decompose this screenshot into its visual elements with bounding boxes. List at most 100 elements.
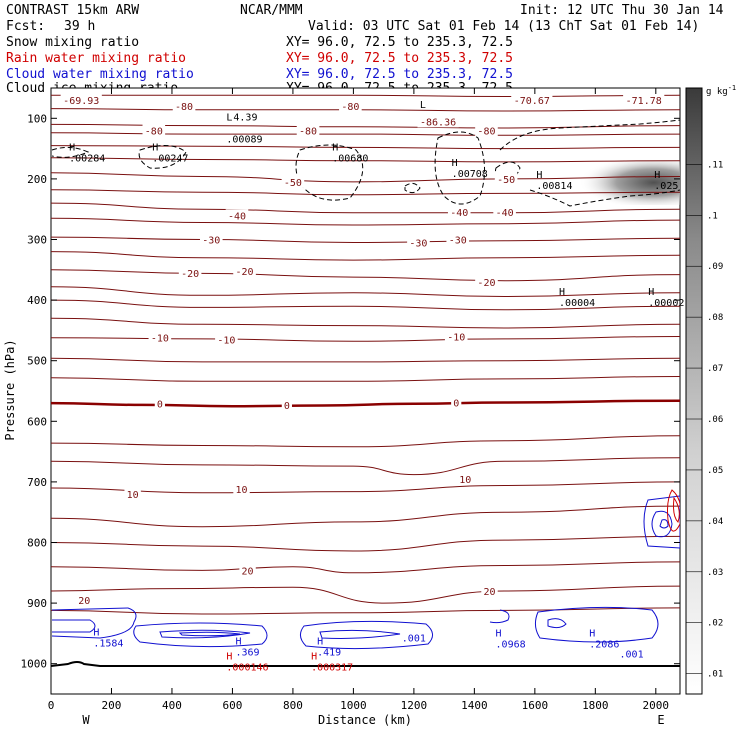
temperature-label: 20 [78, 596, 90, 607]
extremum-marker: L [420, 100, 426, 111]
x-tick-label: 1800 [582, 699, 609, 712]
cloud-ice-shading [560, 160, 680, 205]
temperature-label-bg [481, 584, 498, 597]
temperature-label: -40 [450, 208, 468, 219]
temperature-label-bg [225, 209, 249, 222]
temperature-label: -10 [151, 334, 169, 345]
legend-rain-xy: XY= 96.0, 72.5 to 235.3, 72.5 [286, 51, 513, 66]
temperature-label: -10 [447, 332, 465, 343]
extremum-value: .00814 [536, 181, 572, 192]
temperature-label: 20 [242, 566, 254, 577]
cloud-water-contours [51, 495, 680, 650]
rain-contour-1 [667, 489, 680, 532]
temperature-label: -69.93 [63, 96, 99, 107]
ice-contour-4 [434, 131, 485, 205]
x-tick-label: 1400 [461, 699, 488, 712]
temperature-label-bg [339, 100, 362, 113]
temperature-label: 0 [157, 400, 163, 411]
rain-contour-2 [673, 496, 680, 523]
fcst-label: Fcst: [6, 19, 45, 34]
isotherm-line [51, 172, 680, 183]
isotherm-line [51, 269, 680, 282]
isotherm-line [51, 286, 680, 298]
cw-contour-10 [547, 618, 567, 629]
temperature-label: -50 [497, 175, 515, 186]
temperature-label: -80 [299, 126, 317, 137]
ice-contour-3 [295, 144, 364, 201]
cw-contour-13 [659, 519, 669, 529]
temperature-label-bg [493, 206, 516, 219]
colorbar-tick-label: .11 [707, 160, 723, 170]
extremum-marker: H [311, 652, 317, 663]
isotherm-line [51, 299, 680, 311]
colorbar-tick-label: .07 [707, 364, 723, 374]
temperature-label: -30 [202, 236, 220, 247]
temperature-label: 10 [235, 485, 247, 496]
x-tick-label: 400 [162, 699, 182, 712]
cw-contour-4 [159, 629, 251, 639]
isotherm-line [51, 376, 680, 382]
temperature-label: 0 [453, 399, 459, 410]
extremum-value: .00680 [332, 154, 368, 165]
extremum-value: .1584 [93, 638, 123, 649]
colorbar-tick-label: .06 [707, 415, 723, 425]
isotherm-line [51, 535, 680, 552]
extremum-value: .000317 [311, 663, 353, 674]
fcst-value: 39 h [64, 19, 95, 34]
y-tick-label: 900 [27, 597, 47, 610]
extremum-marker: H [235, 637, 241, 648]
cw-contour-7 [319, 629, 401, 639]
temperature-label-bg [233, 483, 250, 496]
temperature-label: -86.36 [420, 117, 456, 128]
temperature-label: 10 [459, 475, 471, 486]
temperature-label: -71.78 [626, 96, 662, 107]
colorbar-tick-label: .02 [707, 619, 723, 629]
temperature-label-bg [475, 124, 498, 137]
extremum-value: .001 [402, 634, 426, 645]
extremum-value: .419 [317, 648, 341, 659]
axes: 0 200 400 600 800 1000 1200 1400 1600 1800 2000100… [21, 88, 680, 712]
terrain-line [51, 661, 680, 667]
temperature-label: -40 [496, 208, 514, 219]
init-time: Init: 12 UTC Thu 30 Jan 14 [520, 3, 724, 18]
cw-contour-2 [52, 619, 96, 633]
extremum-marker: H [332, 143, 338, 154]
y-tick-label: 1000 [21, 658, 48, 671]
isotherm-line [51, 317, 680, 329]
temperature-label-bg [281, 398, 292, 411]
temperature-label-bg [447, 206, 471, 219]
x-tick-label: 1200 [401, 699, 428, 712]
isotherm-line [51, 145, 680, 150]
extremum-value: .00247 [152, 154, 188, 165]
x-tick-label: 200 [102, 699, 122, 712]
temperature-label-bg [154, 397, 165, 410]
temperature-label: -20 [477, 278, 495, 289]
extremum-marker: H [93, 627, 99, 638]
colorbar-tick-label: .08 [707, 313, 723, 323]
temperature-label: -30 [449, 236, 467, 247]
legend-snow: Snow mixing ratio [6, 35, 139, 50]
extremum-marker: H [496, 629, 502, 640]
extremum-marker: H [226, 652, 232, 663]
extremum-value: .2086 [589, 640, 619, 651]
temperature-label-bg [457, 472, 474, 485]
cw-contour-1 [51, 607, 137, 639]
y-tick-label: 500 [27, 355, 47, 368]
colorbar-tick-label: .04 [707, 517, 723, 527]
temperature-label-bg [199, 233, 223, 246]
x-tick-label: 1600 [522, 699, 549, 712]
x-axis-title: Distance (km) [318, 713, 412, 727]
colorbar-tick-label: .01 [707, 670, 723, 680]
extremum-marker: H [152, 143, 158, 154]
isotherm-line [51, 94, 680, 98]
temperature-label-bg [623, 94, 665, 107]
temperature-label-bg [172, 100, 196, 113]
temperature-label: -20 [236, 267, 254, 278]
x-tick-label: 600 [223, 699, 243, 712]
extremum-value: .00004 [559, 298, 595, 309]
y-tick-label: 700 [27, 476, 47, 489]
cw-contour-3 [133, 622, 268, 648]
isotherm-line [51, 251, 680, 261]
x-tick-label: 0 [48, 699, 55, 712]
